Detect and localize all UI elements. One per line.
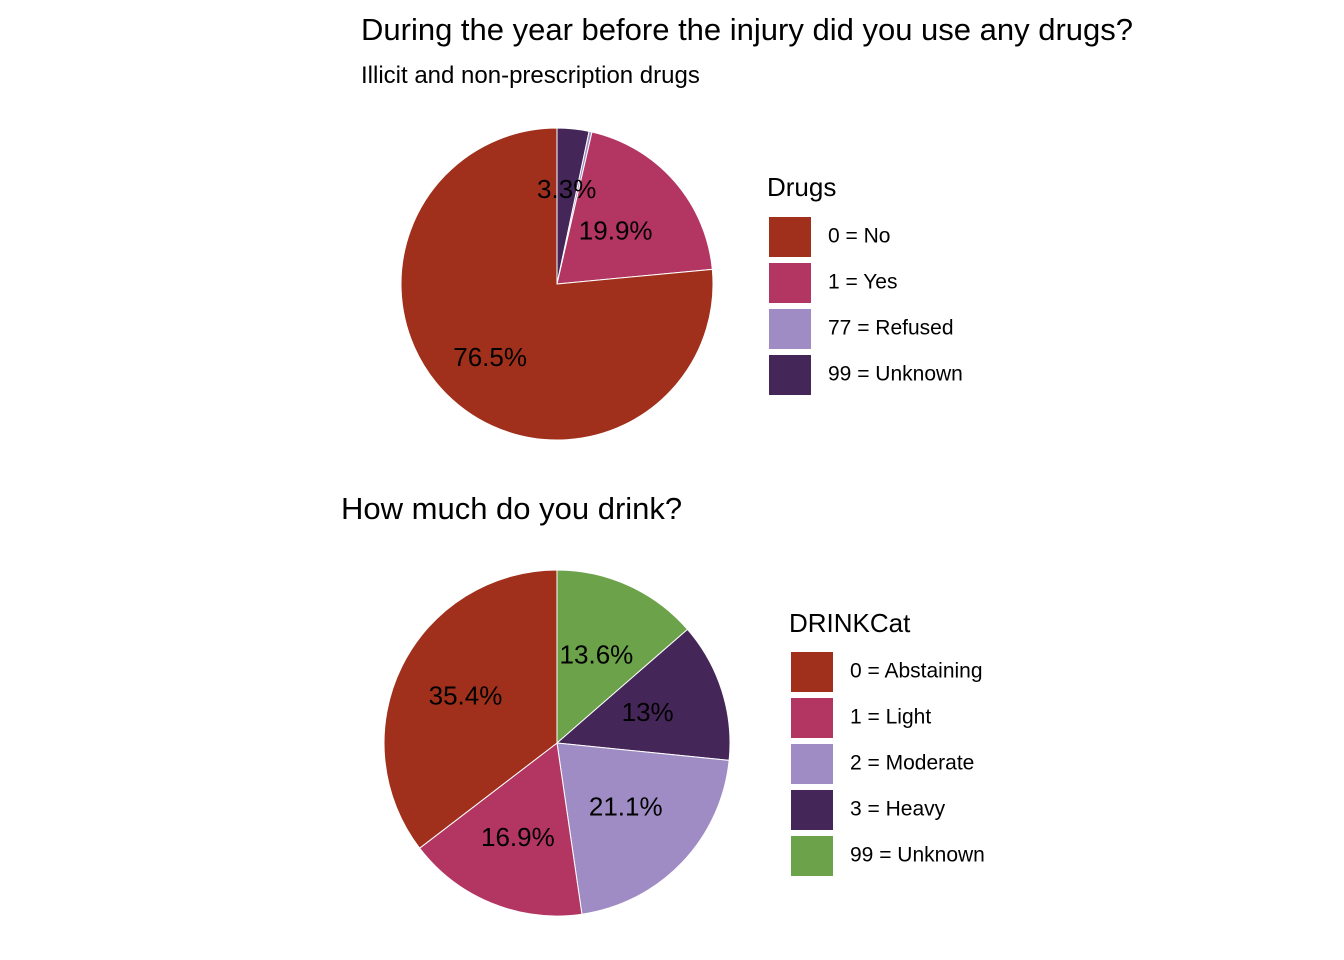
chart-2-pie: 13.6% 13% 21.1% 16.9% 35.4%	[383, 569, 731, 917]
chart-2-slice-label-3: 13%	[622, 697, 674, 727]
chart-1-slice-label-0: 76.5%	[453, 342, 527, 372]
chart-2-legend: 0 = Abstaining 1 = Light 2 = Moderate 3 = H…	[791, 652, 985, 876]
chart-2-slice-label-1: 16.9%	[481, 822, 555, 852]
chart-2-legend-swatch-3	[791, 790, 833, 830]
chart-2-legend-swatch-0	[791, 652, 833, 692]
chart-2-slice-2	[556, 742, 730, 915]
chart-2-legend-label-2: 2 = Moderate	[850, 752, 974, 775]
chart-2-slice-3	[555, 628, 731, 761]
chart-2-slice-label-4: 13.6%	[560, 639, 634, 669]
chart-1-slice-0	[400, 127, 714, 441]
chart-1-legend: 0 = No 1 = Yes 77 = Refused 99 = Unknown	[769, 217, 963, 395]
chart-1-legend-swatch-1	[769, 263, 811, 303]
chart-2-title: How much do you drink?	[341, 491, 682, 526]
chart-2-legend-swatch-4	[791, 836, 833, 876]
chart-1-slice-label-3: 3.3%	[537, 174, 596, 204]
chart-1-legend-label-3: 99 = Unknown	[828, 363, 963, 386]
chart-2-legend-title: DRINKCat	[789, 608, 911, 638]
chart-1-slice-label-1: 19.9%	[579, 215, 653, 245]
chart-1-legend-title: Drugs	[767, 172, 836, 202]
chart-1-legend-swatch-2	[769, 309, 811, 349]
chart-2-legend-label-3: 3 = Heavy	[850, 798, 946, 821]
chart-2-slice-label-0: 35.4%	[429, 681, 503, 711]
chart-1-slice-1	[556, 131, 713, 285]
chart-1-legend-swatch-3	[769, 355, 811, 395]
chart-1-pie: 3.3% 19.9% 76.5%	[400, 127, 714, 441]
chart-1-legend-label-2: 77 = Refused	[828, 317, 954, 340]
chart-2-legend-label-4: 99 = Unknown	[850, 844, 985, 867]
chart-1-legend-label-1: 1 = Yes	[828, 271, 898, 294]
chart-2-legend-label-1: 1 = Light	[850, 706, 931, 729]
chart-1-title: During the year before the injury did yo…	[361, 12, 1133, 47]
chart-2-slice-0	[383, 569, 558, 849]
chart-1-legend-swatch-0	[769, 217, 811, 257]
chart-1-legend-label-0: 0 = No	[828, 225, 890, 248]
chart-2-slice-1	[418, 742, 583, 917]
chart-2-legend-swatch-1	[791, 698, 833, 738]
chart-2-legend-label-0: 0 = Abstaining	[850, 660, 983, 683]
chart-2-legend-swatch-2	[791, 744, 833, 784]
chart-2-slice-4	[556, 569, 689, 745]
chart-2-slice-label-2: 21.1%	[589, 792, 663, 822]
chart-1-subtitle: Illicit and non-prescription drugs	[361, 62, 700, 89]
